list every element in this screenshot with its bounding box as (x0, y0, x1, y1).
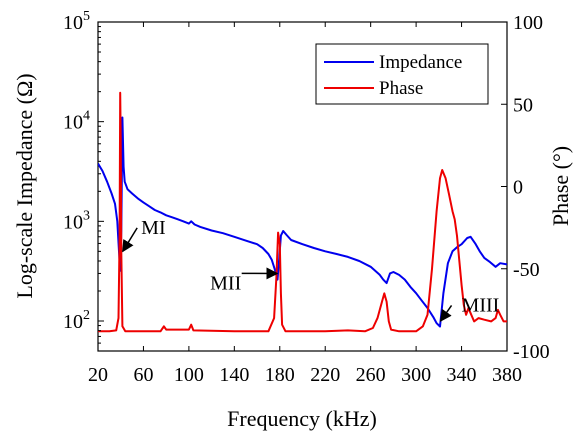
x-axis-label: Frequency (kHz) (227, 406, 377, 431)
x-tick-label: 60 (133, 364, 153, 386)
y-right-tick-label: -100 (513, 341, 550, 363)
left-y-axis-label: Log-scale Impedance (Ω) (12, 73, 37, 298)
right-y-axis-label: Phase (°) (548, 146, 573, 226)
x-tick-label: 20 (88, 364, 108, 386)
legend-label-phase: Phase (379, 78, 423, 99)
annotation-label-mi: MI (141, 217, 165, 239)
y-right-tick-label: 0 (513, 177, 523, 199)
annotation-arrow-miii (439, 305, 453, 322)
x-tick-label: 380 (492, 364, 522, 386)
series-line-phase (98, 91, 507, 333)
annotation-label-miii: MIII (462, 294, 500, 316)
x-tick-label: 300 (401, 364, 431, 386)
x-tick-label: 340 (447, 364, 477, 386)
x-tick-label: 180 (265, 364, 295, 386)
series-line-impedance (98, 116, 507, 328)
legend-box (315, 43, 489, 105)
annotation-arrow-mi (122, 227, 138, 253)
y-right-tick-label: 50 (513, 94, 533, 116)
x-tick-label: 140 (219, 364, 249, 386)
legend-label-impedance: Impedance (379, 52, 462, 73)
x-tick-label: 100 (174, 364, 204, 386)
y-right-tick-label: 100 (513, 12, 543, 34)
annotation-label-mii: MII (210, 272, 241, 294)
x-tick-label: 260 (356, 364, 386, 386)
y-left-tick-label: 103 (63, 208, 90, 233)
x-tick-label: 220 (310, 364, 340, 386)
y-left-tick-label: 104 (63, 109, 90, 134)
y-right-tick-label: -50 (513, 259, 540, 281)
y-left-tick-label: 102 (63, 308, 90, 333)
y-left-tick-label: 105 (63, 9, 90, 34)
legend: Impedance Phase (315, 43, 489, 105)
